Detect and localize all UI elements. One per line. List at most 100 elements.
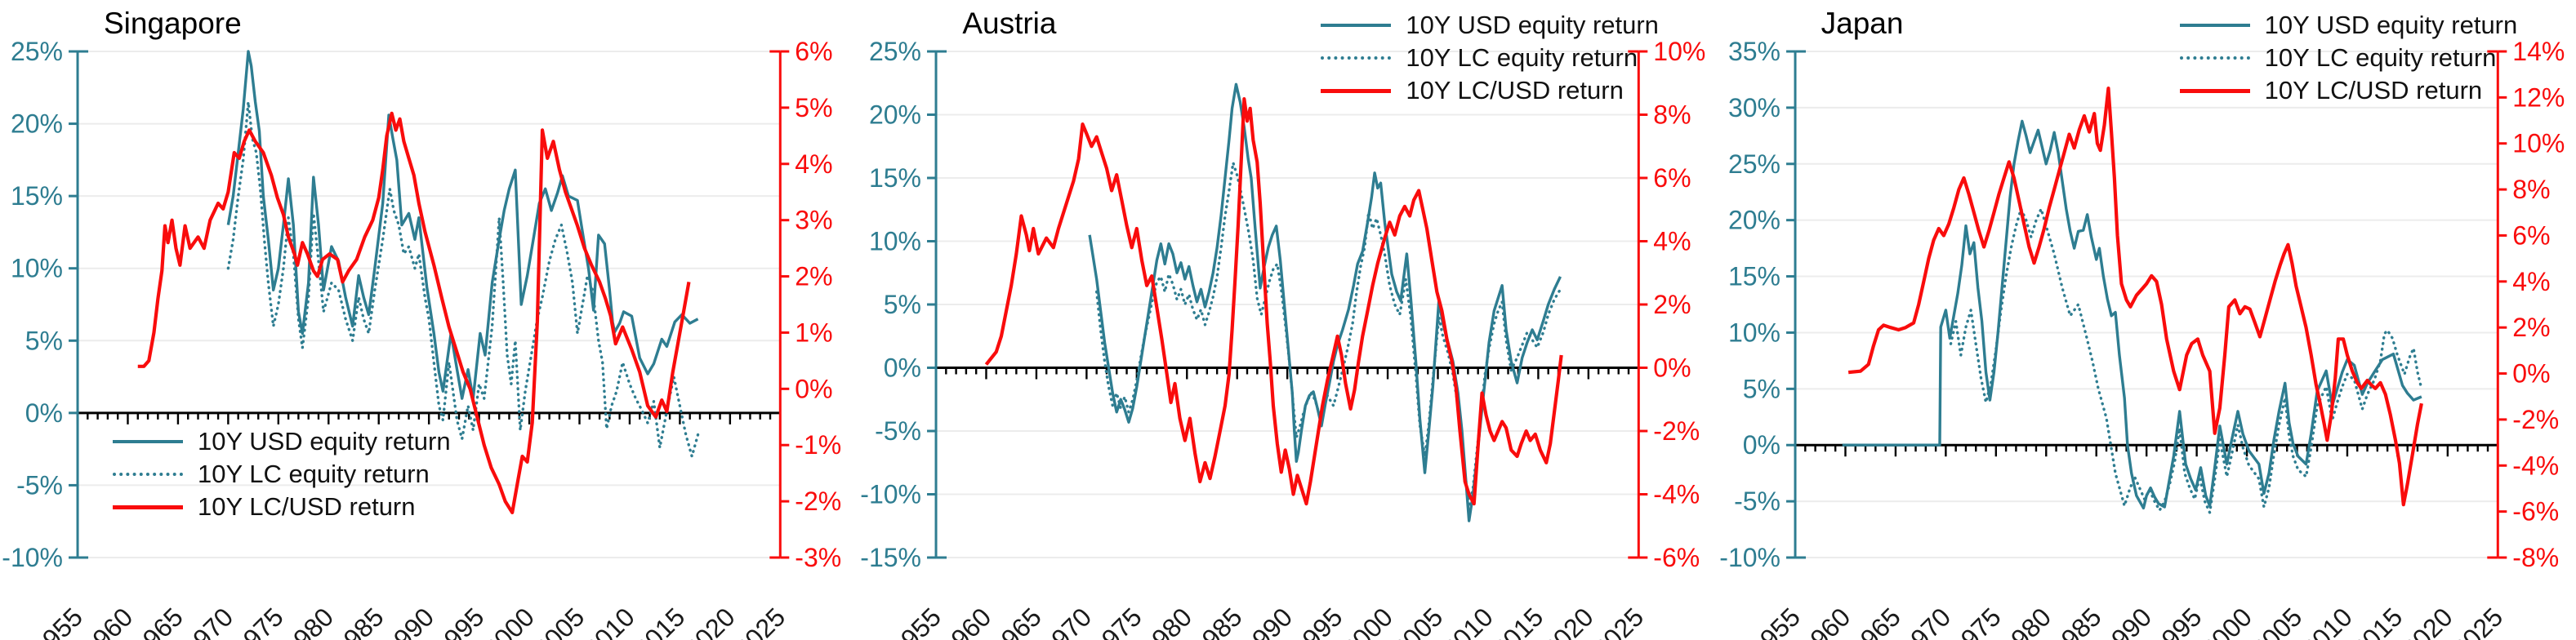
solid-teal-line-icon	[1321, 24, 1392, 27]
svg-text:-6%: -6%	[1654, 543, 1700, 572]
right-axis: 10% 8% 6% 4% 2% 0% -2% -4% -6%	[1628, 37, 1706, 572]
right-axis: 14% 12% 10% 8% 6% 4% 2% 0% -2% -4% -6% -8%	[2486, 37, 2565, 572]
svg-text:0%: 0%	[884, 353, 921, 383]
svg-text:12%: 12%	[2512, 82, 2565, 112]
series	[1842, 86, 2423, 514]
svg-text:-10%: -10%	[1719, 543, 1780, 572]
left-axis: 35% 30% 25% 20% 15% 10% 5% 0% -5% -10%	[1719, 37, 1806, 572]
legend-item: 10Y USD equity return	[1321, 11, 1659, 39]
svg-text:5%: 5%	[1742, 374, 1780, 403]
svg-text:-2%: -2%	[1654, 416, 1700, 446]
svg-text:-4%: -4%	[1654, 480, 1700, 509]
right-axis: 6% 5% 4% 3% 2% 1% 0% -1% -2% -3%	[769, 37, 841, 572]
svg-text:5%: 5%	[25, 326, 63, 355]
series-line	[1088, 82, 1562, 522]
chart-title-japan: Japan	[1821, 7, 1904, 40]
svg-text:4%: 4%	[795, 149, 832, 179]
svg-text:6%: 6%	[1654, 163, 1691, 193]
svg-text:-15%: -15%	[861, 543, 922, 572]
svg-text:25%: 25%	[1728, 149, 1780, 179]
x-axis-labels: 1955196019651970197519801985199019952000…	[1744, 602, 2508, 640]
svg-text:-3%: -3%	[795, 543, 841, 572]
legend-label: 10Y USD equity return	[198, 427, 451, 456]
series-line	[1842, 119, 2422, 510]
zero-axis	[935, 367, 1640, 380]
dotted-teal-line-icon	[2179, 56, 2250, 60]
solid-red-line-icon	[1321, 88, 1392, 93]
svg-text:-5%: -5%	[1734, 487, 1780, 516]
chart-title-singapore: Singapore	[104, 7, 242, 40]
series-line	[137, 111, 691, 515]
legend-item: 10Y LC/USD return	[113, 492, 451, 521]
series-line	[985, 96, 1564, 506]
chart-title-austria: Austria	[962, 7, 1057, 40]
series-line	[226, 100, 700, 458]
series-line	[1847, 86, 2423, 507]
x-axis-labels: 1955196019651970197519801985199019952000…	[885, 602, 1650, 640]
zero-axis	[76, 411, 782, 424]
legend-item: 10Y LC equity return	[2179, 43, 2518, 72]
svg-text:0%: 0%	[1654, 353, 1691, 383]
svg-text:-10%: -10%	[861, 480, 922, 509]
chart-plot-singapore: 1955196019651970197519801985199019952000…	[2, 37, 841, 640]
legend-label: 10Y USD equity return	[1406, 11, 1659, 39]
svg-text:14%: 14%	[2512, 37, 2565, 66]
legend-item: 10Y USD equity return	[2179, 11, 2518, 39]
svg-text:6%: 6%	[2512, 220, 2550, 250]
svg-text:0%: 0%	[25, 398, 63, 428]
legend-label: 10Y LC equity return	[198, 460, 430, 488]
chart-panel-austria: 1955 1960 1965 1970 1975 1980 1985 1990 1995 2000…	[858, 0, 1717, 640]
legend-item: 10Y LC/USD return	[1321, 76, 1659, 104]
legend-japan: 10Y USD equity return 10Y LC equity retu…	[2179, 11, 2518, 104]
svg-text:2%: 2%	[795, 262, 832, 291]
svg-text:10%: 10%	[11, 254, 63, 283]
svg-text:0%: 0%	[2512, 359, 2550, 389]
left-axis: 25% 20% 15% 10% 5% 0% -5% -10%	[2, 37, 89, 572]
svg-text:10%: 10%	[869, 227, 921, 256]
svg-text:6%: 6%	[795, 37, 832, 66]
series-line	[226, 50, 699, 400]
svg-text:8%: 8%	[2512, 175, 2550, 204]
svg-text:0%: 0%	[1742, 430, 1780, 460]
legend-label: 10Y LC/USD return	[1406, 76, 1624, 104]
svg-text:20%: 20%	[11, 109, 63, 139]
left-axis: 25% 20% 15% 10% 5% 0% -5% -10% -15%	[861, 37, 947, 572]
svg-text:1%: 1%	[795, 318, 832, 347]
legend-austria: 10Y USD equity return 10Y LC equity retu…	[1321, 11, 1659, 104]
dotted-teal-line-icon	[113, 473, 183, 476]
svg-text:-2%: -2%	[795, 487, 841, 516]
svg-text:8%: 8%	[1654, 100, 1691, 130]
svg-text:-2%: -2%	[2512, 405, 2559, 434]
svg-text:1955: 1955	[1744, 602, 1806, 640]
svg-text:4%: 4%	[1654, 227, 1691, 256]
series-line	[1095, 161, 1562, 509]
legend-label: 10Y USD equity return	[2264, 11, 2518, 39]
chart-panel-japan: 1955 1960 1965 1970 1975 1980 1985 1990 1995 2000…	[1718, 0, 2576, 640]
gridlines	[936, 51, 1639, 558]
svg-text:3%: 3%	[795, 206, 832, 235]
legend-label: 10Y LC/USD return	[2264, 76, 2483, 104]
dotted-teal-line-icon	[1321, 56, 1392, 60]
legend-item: 10Y LC/USD return	[2179, 76, 2518, 104]
x-axis-labels: 1955196019651970197519801985199019952000…	[26, 602, 791, 640]
legend-label: 10Y LC/USD return	[198, 492, 416, 521]
svg-text:15%: 15%	[11, 181, 63, 211]
svg-text:1955: 1955	[26, 602, 88, 640]
solid-teal-line-icon	[113, 440, 183, 443]
series	[985, 82, 1564, 522]
solid-teal-line-icon	[2179, 24, 2250, 27]
svg-text:20%: 20%	[869, 100, 921, 130]
chart-plot-japan: 1955196019651970197519801985199019952000…	[1719, 37, 2565, 640]
svg-text:10%: 10%	[1728, 318, 1780, 347]
gridlines	[1794, 51, 2498, 558]
svg-text:5%: 5%	[795, 93, 832, 122]
svg-text:10%: 10%	[1654, 37, 1706, 66]
svg-text:15%: 15%	[1728, 262, 1780, 291]
legend-item: 10Y USD equity return	[113, 427, 451, 456]
svg-text:-5%: -5%	[16, 470, 63, 500]
svg-text:2%: 2%	[2512, 313, 2550, 342]
svg-text:35%: 35%	[1728, 37, 1780, 66]
svg-text:-5%: -5%	[875, 416, 921, 446]
svg-text:4%: 4%	[2512, 267, 2550, 296]
